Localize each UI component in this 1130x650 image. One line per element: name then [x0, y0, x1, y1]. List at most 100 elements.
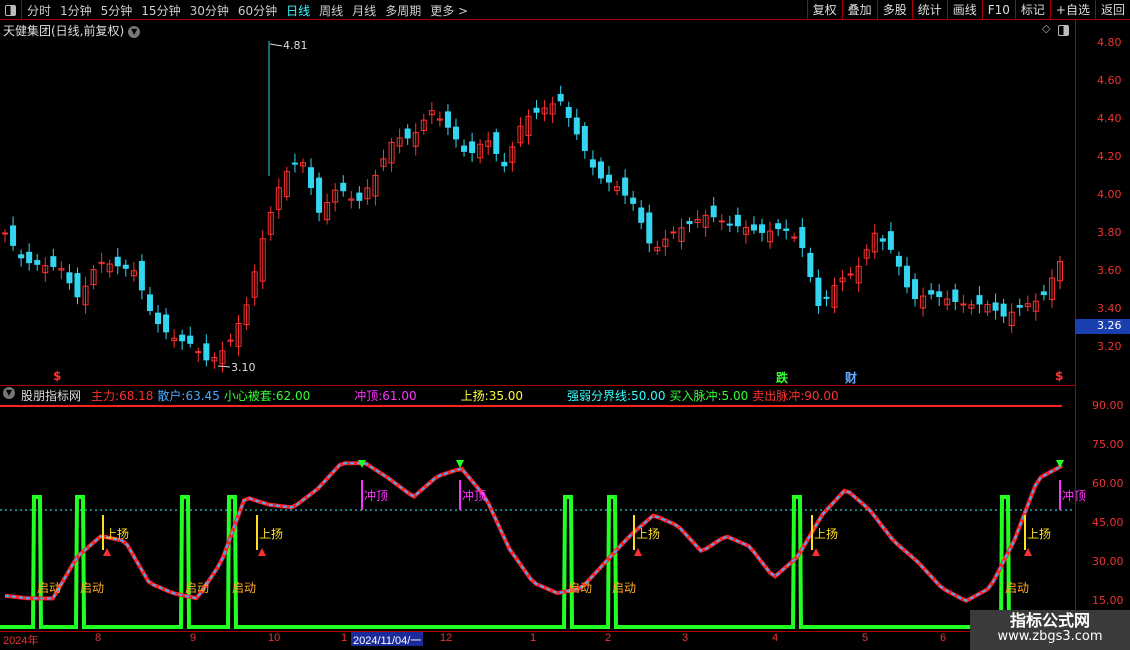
period-tab[interactable]: 分时 — [27, 4, 52, 18]
candle-body — [171, 337, 178, 342]
candle-body — [1048, 277, 1055, 301]
period-tab[interactable]: 5分钟 — [100, 4, 133, 18]
indicator-tick: 60.00 — [1092, 477, 1124, 490]
tool-button[interactable]: +自选 — [1049, 0, 1095, 20]
candle-body — [960, 303, 967, 306]
candle-body — [622, 177, 629, 196]
candle-body — [750, 224, 757, 231]
candle-body — [420, 119, 427, 131]
period-tab[interactable]: 多周期 — [385, 4, 422, 18]
candle-body — [1057, 261, 1063, 282]
time-tick: 3 — [682, 632, 689, 644]
candle-body — [179, 334, 186, 342]
candle-body — [396, 137, 403, 147]
candle-body — [316, 177, 323, 213]
down-arrow-icon — [1056, 460, 1064, 468]
indicator-value: 主力:68.18 — [91, 389, 154, 403]
time-tick: 1 — [341, 632, 348, 644]
candle-body — [895, 255, 902, 267]
candle-body — [372, 174, 379, 197]
signal-marker: $ — [1055, 369, 1064, 383]
retail-line — [4, 462, 1063, 602]
low-label: 3.10 — [231, 361, 256, 374]
tool-button[interactable]: F10 — [981, 0, 1015, 20]
tool-button[interactable]: 统计 — [911, 0, 947, 20]
indicator-value: 买入脉冲:5.00 — [669, 389, 749, 403]
indicator-tick: 90.00 — [1092, 399, 1124, 412]
candle-body — [203, 343, 210, 361]
candle-body — [533, 107, 540, 113]
diamond-icon[interactable]: ◇ — [1042, 22, 1051, 35]
candle-body — [638, 207, 645, 223]
candle-body — [187, 335, 194, 344]
candle-body — [992, 302, 999, 311]
period-tab[interactable]: 60分钟 — [237, 4, 278, 18]
candle-body — [565, 107, 572, 118]
candle-body — [710, 205, 717, 218]
candle-body — [1040, 291, 1047, 296]
candle-body — [283, 171, 290, 198]
candle-body — [291, 162, 298, 165]
candle-body — [815, 277, 822, 306]
period-tab[interactable]: 1分钟 — [60, 4, 92, 18]
tool-button[interactable]: 复权 — [806, 0, 842, 20]
low-pointer — [217, 365, 231, 368]
top-label: 冲顶 — [462, 488, 486, 503]
period-tabs: 分时 1分钟 5分钟 15分钟 30分钟 60分钟 日线 周线 月线 多周期 更多 > — [27, 2, 468, 19]
candle-body — [90, 269, 97, 286]
candle-body — [404, 128, 411, 139]
period-tab[interactable]: 更多 > — [430, 4, 469, 18]
period-tab[interactable]: 30分钟 — [189, 4, 229, 18]
tool-button[interactable]: 画线 — [946, 0, 982, 20]
candle-body — [791, 236, 798, 239]
price-tick: 3.80 — [1097, 226, 1122, 239]
top-label: 冲顶 — [364, 488, 388, 503]
candle-body — [469, 141, 476, 154]
panel-icon[interactable] — [1058, 25, 1069, 36]
tool-button[interactable]: 多股 — [876, 0, 912, 20]
candle-body — [243, 304, 250, 326]
candle-body — [219, 350, 226, 365]
period-tab[interactable]: 日线 — [286, 4, 311, 18]
candle-body — [759, 224, 766, 233]
chevron-down-icon[interactable]: ▼ — [3, 387, 15, 399]
candle-body — [952, 289, 959, 302]
candle-body — [541, 107, 548, 115]
top-label: 冲顶 — [1062, 488, 1086, 503]
candle-body — [1000, 303, 1007, 317]
time-tick: 1 — [530, 632, 537, 644]
up-arrow-icon — [103, 548, 111, 556]
tool-button[interactable]: 叠加 — [841, 0, 877, 20]
candle-body — [299, 162, 306, 167]
period-tab[interactable]: 月线 — [352, 4, 377, 18]
candle-body — [267, 212, 274, 235]
indicator-value: 上扬:35.00 — [460, 389, 524, 403]
candle-body — [767, 230, 774, 243]
indicator-name[interactable]: 股朋指标网 — [21, 389, 82, 403]
candle-body — [775, 223, 782, 230]
candle-body — [308, 167, 315, 188]
time-tick: 10 — [268, 632, 281, 644]
candle-body — [380, 158, 387, 167]
stock-title[interactable]: 天健集团(日线,前复权) ▼ — [3, 22, 141, 39]
period-tab[interactable]: 周线 — [319, 4, 344, 18]
high-label: 4.81 — [283, 39, 308, 52]
tool-button[interactable]: 标记 — [1014, 0, 1050, 20]
tool-button[interactable]: 返回 — [1094, 0, 1130, 20]
candle-body — [364, 187, 371, 200]
time-tick: 6 — [940, 632, 947, 644]
indicator-tick: 75.00 — [1092, 438, 1124, 451]
candle-body — [936, 291, 943, 297]
candle-body — [501, 161, 508, 167]
layout-toggle-button[interactable] — [0, 0, 22, 20]
buy-pulse-line — [0, 495, 1062, 629]
period-tab[interactable]: 15分钟 — [141, 4, 181, 18]
candle-body — [807, 252, 814, 278]
price-tick: 4.60 — [1097, 74, 1122, 87]
candle-body — [34, 260, 41, 265]
chevron-down-icon[interactable]: ▼ — [128, 25, 141, 38]
candle-body — [74, 273, 81, 298]
candle-body — [1016, 305, 1023, 308]
candle-body — [2, 232, 8, 235]
